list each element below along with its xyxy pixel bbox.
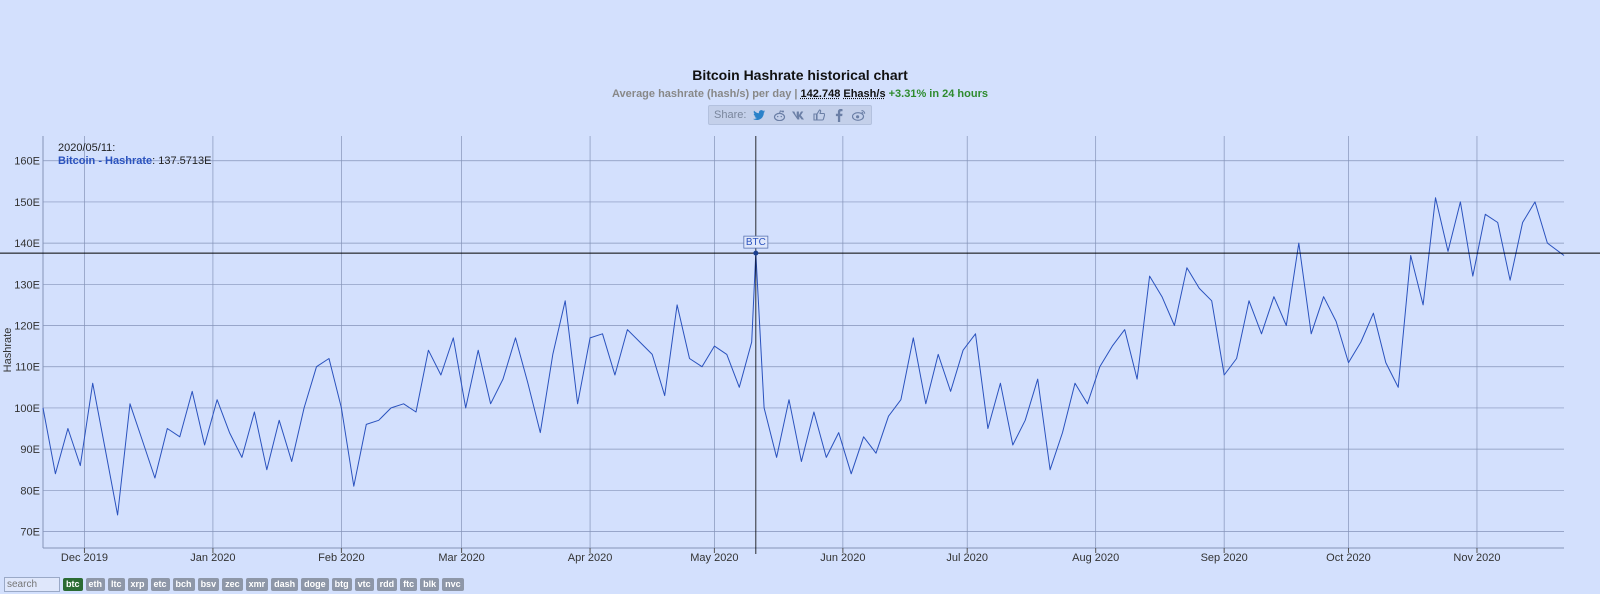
facebook-icon[interactable] — [832, 108, 846, 122]
y-tick-label: 70E — [20, 527, 40, 539]
coin-button-nvc[interactable]: nvc — [442, 578, 464, 591]
x-axis-labels: Dec 2019 Jan 2020 Feb 2020 Mar 2020 Apr 2020… — [61, 552, 1501, 564]
coin-button-btc[interactable]: btc — [63, 578, 83, 591]
chart-title: Bitcoin Hashrate historical chart — [692, 67, 908, 83]
x-tick-label: Oct 2020 — [1326, 552, 1371, 564]
subtitle-prefix: Average hashrate (hash/s) per day | — [612, 88, 798, 100]
coin-button-xrp[interactable]: xrp — [127, 578, 148, 591]
coin-button-vtc[interactable]: vtc — [354, 578, 374, 591]
coin-button-doge[interactable]: doge — [301, 578, 329, 591]
vk-icon[interactable] — [792, 108, 806, 122]
coin-bar: btcethltcxrpetcbchbsvzecxmrdashdogebtgvt… — [4, 577, 464, 592]
coin-button-xmr[interactable]: xmr — [245, 578, 269, 591]
btc-marker-label: BTC — [746, 237, 766, 248]
x-tick-label: Jun 2020 — [820, 552, 865, 564]
coin-button-eth[interactable]: eth — [85, 578, 105, 591]
coin-list: btc eth ltc xrp etc bch bsv zec xmr dash doge btg vt… — [63, 578, 464, 591]
y-tick-label: 80E — [20, 485, 40, 497]
coin-button-dash[interactable]: dash — [271, 578, 299, 591]
x-tick-label: Mar 2020 — [438, 552, 484, 564]
x-tick-label: Jul 2020 — [946, 552, 988, 564]
crosshair: BTC — [0, 136, 1600, 554]
coin-button-ltc[interactable]: ltc — [108, 578, 125, 591]
y-axis-labels: 70E 80E 90E 100E 110E 120E 130E 140E 150E 160E — [14, 156, 40, 539]
chart-grid — [42, 136, 1564, 549]
y-tick-label: 160E — [14, 156, 40, 168]
coin-button-blk[interactable]: blk — [420, 578, 440, 591]
y-tick-label: 120E — [14, 321, 40, 333]
coin-button-etc[interactable]: etc — [150, 578, 170, 591]
current-hashrate-value: 142.748 — [800, 88, 841, 100]
share-label: Share: — [714, 109, 747, 121]
coin-button-ftc[interactable]: ftc — [400, 578, 418, 591]
tooltip-date: 2020/05/11: — [58, 142, 116, 154]
like-icon[interactable] — [812, 108, 826, 122]
x-tick-label: Sep 2020 — [1201, 552, 1248, 564]
x-tick-label: May 2020 — [690, 552, 738, 564]
y-tick-label: 110E — [15, 362, 40, 374]
x-tick-label: Aug 2020 — [1072, 552, 1119, 564]
coin-button-btg[interactable]: btg — [331, 578, 352, 591]
crosshair-point — [753, 250, 759, 256]
weibo-icon[interactable] — [852, 108, 866, 122]
y-tick-label: 140E — [14, 238, 40, 250]
x-tick-label: Nov 2020 — [1453, 552, 1500, 564]
x-tick-label: Jan 2020 — [190, 552, 235, 564]
x-tick-label: Apr 2020 — [568, 552, 613, 564]
hashrate-change: +3.31% in 24 hours — [888, 88, 988, 100]
y-tick-label: 150E — [14, 197, 40, 209]
btc-marker-box — [743, 235, 769, 249]
share-bar: Share: — [708, 105, 873, 125]
coin-button-bsv[interactable]: bsv — [197, 578, 220, 591]
tooltip: 2020/05/11: Bitcoin - Hashrate: 137.5713… — [58, 142, 211, 168]
y-axis-title: Hashrate — [2, 328, 14, 373]
tooltip-series-name: Bitcoin - Hashrate — [58, 155, 153, 167]
y-tick-label: 90E — [20, 444, 40, 456]
current-hashrate-unit: Ehash/s — [843, 88, 886, 100]
x-tick-label: Dec 2019 — [61, 552, 108, 564]
y-tick-label: 100E — [14, 403, 40, 415]
twitter-icon[interactable] — [752, 108, 766, 122]
chart-subtitle: Average hashrate (hash/s) per day | 142.… — [0, 88, 1600, 100]
x-axis-ticks — [83, 548, 1478, 553]
reddit-icon[interactable] — [772, 108, 786, 122]
coin-button-bch[interactable]: bch — [172, 578, 195, 591]
y-tick-label: 130E — [14, 279, 40, 291]
tooltip-value: : 137.5713E — [152, 155, 212, 167]
search-input[interactable] — [4, 577, 60, 592]
tooltip-line: Bitcoin - Hashrate: 137.5713E — [58, 155, 211, 168]
series-group — [42, 197, 1565, 516]
coin-button-rdd[interactable]: rdd — [376, 578, 398, 591]
coin-button-zec[interactable]: zec — [222, 578, 243, 591]
series-line-hashrate — [42, 197, 1565, 516]
x-tick-label: Feb 2020 — [318, 552, 364, 564]
